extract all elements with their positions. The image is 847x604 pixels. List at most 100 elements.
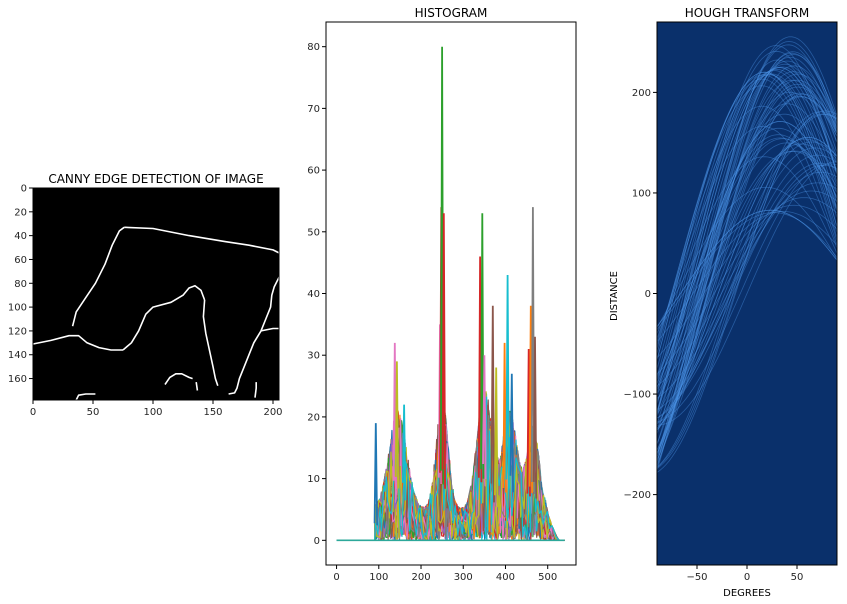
x-tick-label: 50	[87, 407, 100, 418]
hough-sinusoid	[657, 51, 837, 467]
hough-sinusoid	[657, 190, 837, 387]
y-tick-label: 30	[307, 351, 320, 362]
edge-line-9	[195, 381, 199, 391]
edge-line-7	[164, 372, 193, 385]
hough-sinusoid	[657, 156, 837, 334]
hough-sinusoid	[657, 63, 837, 435]
hough-sinusoid	[657, 150, 837, 401]
hough-sinusoid	[657, 95, 837, 451]
hough-sinusoid	[657, 67, 837, 415]
hough-sinusoid	[657, 209, 837, 327]
hough-sinusoid	[657, 136, 837, 431]
y-tick-label: 0	[314, 536, 320, 547]
hough-sinusoid	[657, 59, 837, 413]
hough-sinusoid	[657, 79, 837, 458]
hough-sinusoid	[657, 71, 837, 361]
y-tick-label: 40	[14, 231, 27, 242]
x-tick-label: 0	[744, 572, 750, 583]
hough-sinusoid	[657, 143, 837, 415]
x-tick-label: −50	[686, 572, 707, 583]
hough-title: HOUGH TRANSFORM	[685, 6, 809, 20]
hough-sinusoid	[657, 212, 837, 330]
edge-line-0	[32, 334, 123, 351]
hough-sinusoid	[657, 111, 837, 468]
hough-sinusoid	[657, 120, 837, 389]
y-tick-label: 0	[21, 184, 27, 195]
hough-sinusoid	[657, 137, 837, 379]
hough-sinusoid	[657, 74, 837, 354]
hough-sinusoid	[657, 136, 837, 431]
y-tick-label: 60	[14, 255, 27, 266]
hough-sinusoid	[657, 163, 837, 423]
hough-sinusoid	[657, 210, 837, 343]
histogram-peak	[402, 404, 407, 501]
hough-ylabel: DISTANCE	[609, 271, 620, 321]
hough-sinusoid	[657, 93, 837, 460]
x-tick-label: 100	[143, 407, 162, 418]
hough-sinusoid	[657, 44, 837, 458]
hough-sinusoid	[657, 71, 837, 361]
edge-line-3	[71, 226, 125, 327]
y-tick-label: −200	[624, 490, 651, 501]
hough-sinusoid	[657, 66, 837, 425]
canny-frame	[32, 187, 280, 401]
y-tick-label: 60	[307, 166, 320, 177]
edge-line-10	[254, 382, 258, 398]
hough-sinusoid	[657, 171, 837, 411]
x-tick-label: 50	[791, 572, 804, 583]
hough-sinusoid	[657, 209, 837, 327]
hough-sinusoid	[657, 147, 837, 429]
edge-line-5	[228, 266, 286, 395]
hough-panel: HOUGH TRANSFORM −50 0 50 200 100 0 −100 −200 DE…	[609, 6, 838, 599]
x-tick-label: 300	[454, 572, 473, 583]
hough-sinusoid	[657, 204, 837, 359]
histogram-peak	[505, 274, 510, 489]
hough-sinusoid	[657, 141, 837, 431]
y-tick-label: 140	[8, 350, 27, 361]
histogram-peak	[373, 423, 378, 526]
hough-sinusoid	[657, 127, 837, 381]
y-tick-label: 200	[632, 88, 651, 99]
y-tick-label: 160	[8, 374, 27, 385]
hough-image	[657, 22, 837, 565]
x-tick-label: 0	[30, 407, 36, 418]
hough-sinusoid	[657, 78, 837, 349]
y-tick-label: 70	[307, 104, 320, 115]
hough-sinusoid	[657, 36, 837, 471]
histogram-peak	[394, 361, 400, 489]
hough-sinusoid	[657, 113, 837, 468]
y-tick-label: 40	[307, 289, 320, 300]
histogram-peak	[509, 373, 514, 493]
hough-sinusoid	[657, 69, 837, 395]
hough-sinusoid	[657, 164, 837, 419]
hough-curves	[657, 36, 837, 473]
hough-sinusoid	[657, 92, 837, 451]
hough-sinusoid	[657, 103, 837, 417]
histogram-ticks: 0 100 200 300 400 500 0 10 20 30 40 50 60 70 80	[307, 42, 557, 583]
hough-sinusoid	[657, 120, 837, 389]
y-tick-label: 10	[307, 474, 320, 485]
hough-sinusoid	[657, 161, 837, 426]
x-tick-label: 200	[263, 407, 282, 418]
y-tick-label: 0	[645, 289, 651, 300]
hough-ticks: −50 0 50 200 100 0 −100 −200	[624, 88, 804, 583]
hough-sinusoid	[657, 154, 837, 425]
hough-sinusoid	[657, 56, 837, 455]
hough-sinusoid	[657, 142, 837, 391]
y-tick-label: 20	[14, 207, 27, 218]
hough-sinusoid	[657, 79, 837, 445]
hough-sinusoid	[657, 73, 837, 370]
hough-sinusoid	[657, 86, 837, 454]
histogram-peak	[532, 336, 538, 499]
hough-sinusoid	[657, 41, 837, 463]
hough-sinusoid	[657, 83, 837, 455]
x-tick-label: 400	[496, 572, 515, 583]
hough-sinusoid	[657, 105, 837, 342]
y-tick-label: 120	[8, 326, 27, 337]
hough-sinusoid	[657, 68, 837, 405]
hough-sinusoid	[657, 85, 837, 346]
hough-sinusoid	[657, 67, 837, 415]
hough-sinusoid	[657, 134, 837, 377]
x-tick-label: 200	[411, 572, 430, 583]
